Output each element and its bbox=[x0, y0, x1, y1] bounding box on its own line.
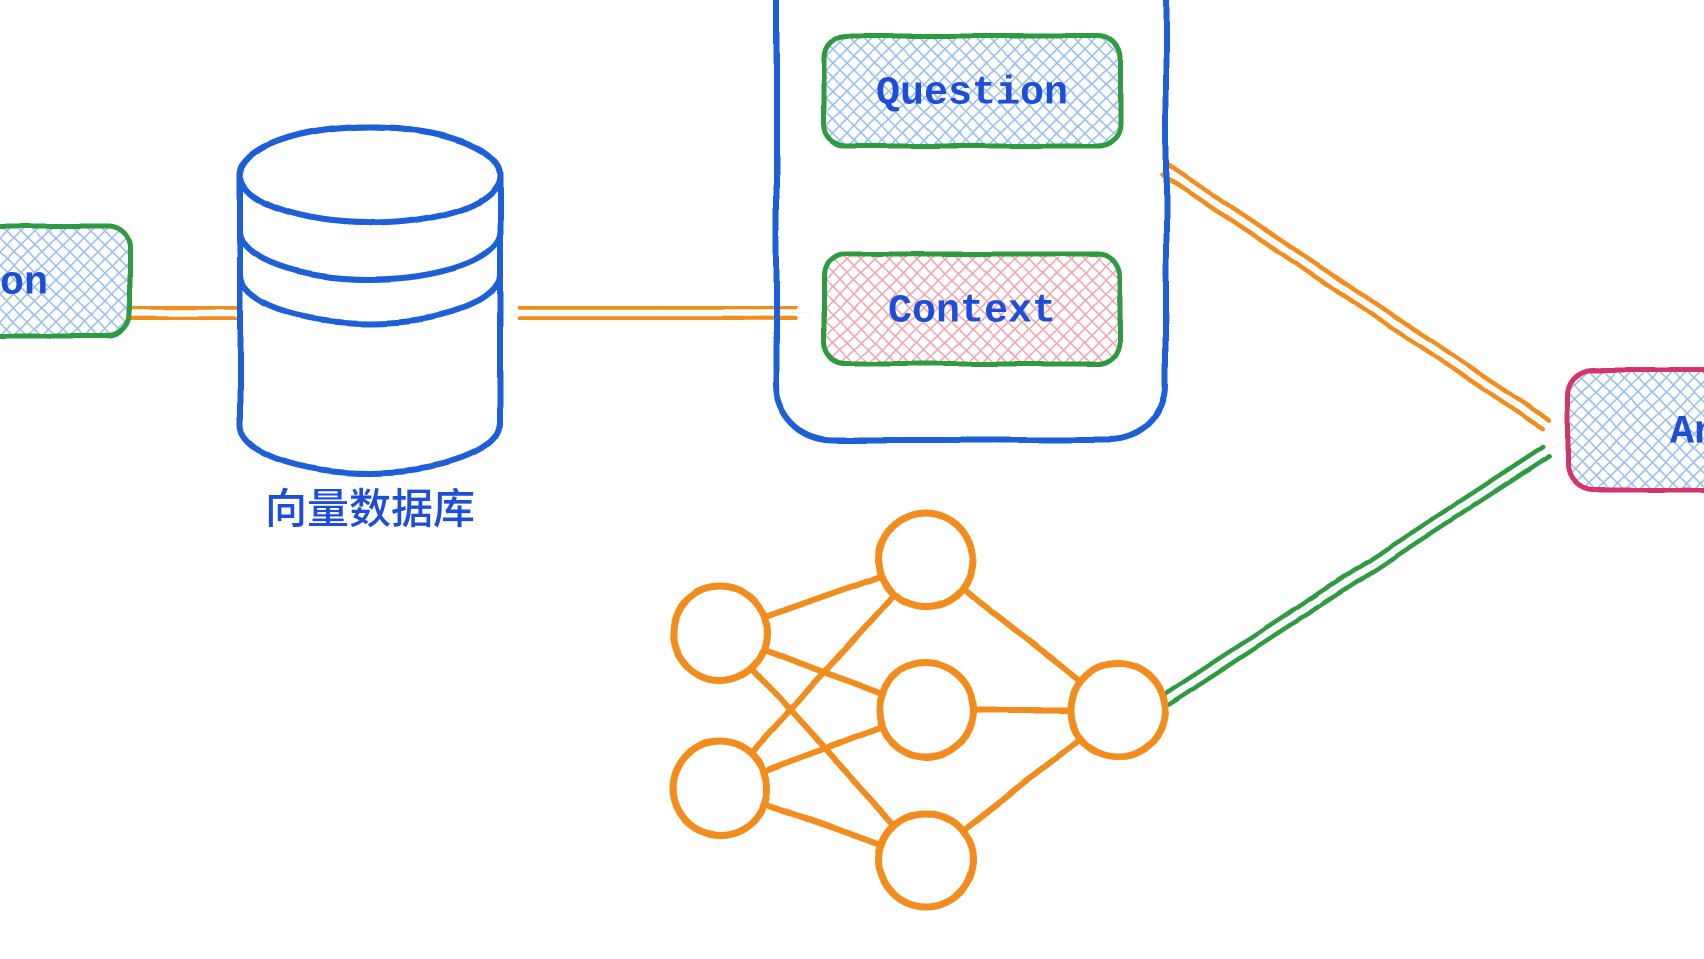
nn-node-l1b bbox=[673, 741, 767, 835]
answer_box-label: Answ bbox=[1670, 411, 1704, 456]
neural-net-icon bbox=[673, 513, 1165, 907]
nn-edge bbox=[764, 727, 882, 772]
nn-node-l2c bbox=[879, 813, 973, 907]
database-icon bbox=[240, 127, 500, 473]
nn-node-l3 bbox=[1071, 663, 1165, 757]
question_box-label: Question bbox=[876, 72, 1068, 117]
nn-edge bbox=[963, 739, 1081, 831]
context_box-label: Context bbox=[888, 290, 1056, 335]
question_left-label: tion bbox=[0, 262, 48, 307]
arrow-prompt_to_ans bbox=[1163, 165, 1558, 432]
nn-edge bbox=[963, 589, 1081, 681]
nn-node-l1a bbox=[673, 586, 767, 680]
arrow-q_to_db bbox=[120, 308, 256, 319]
nn-edge bbox=[764, 804, 881, 845]
nn-edge bbox=[764, 576, 881, 618]
nn-node-l2b bbox=[879, 663, 973, 757]
arrow-db_to_ctx bbox=[520, 308, 810, 319]
database-label: 向量数据库 bbox=[265, 475, 475, 536]
arrow-nn_to_ans bbox=[1163, 444, 1558, 705]
nn-node-l2a bbox=[879, 513, 973, 607]
